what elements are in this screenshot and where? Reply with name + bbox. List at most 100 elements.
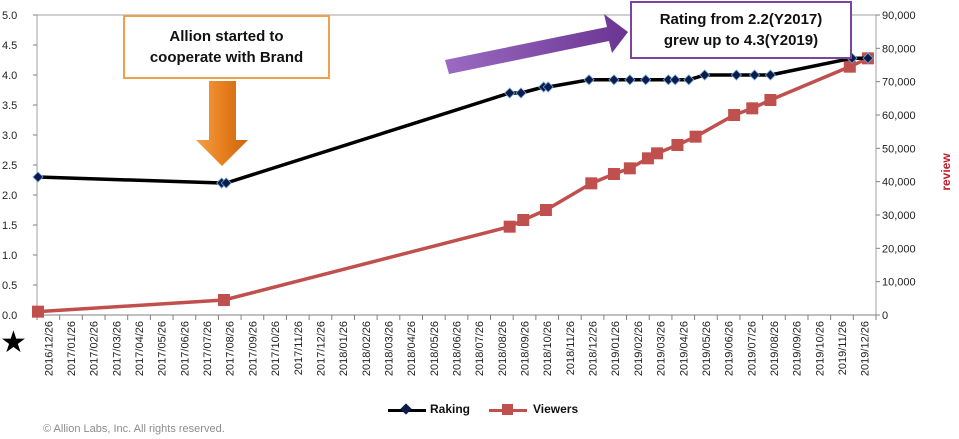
data-point bbox=[669, 74, 681, 86]
data-point bbox=[217, 294, 230, 306]
x-tick-label: 2019/11/26 bbox=[837, 321, 849, 375]
data-point bbox=[862, 52, 874, 64]
data-point bbox=[32, 171, 44, 183]
x-tick-label: 2017/11/26 bbox=[293, 321, 305, 375]
x-tick-label: 2017/07/26 bbox=[202, 321, 214, 376]
data-point bbox=[843, 60, 856, 73]
data-point bbox=[683, 74, 695, 86]
x-tick-label: 2019/10/26 bbox=[814, 321, 826, 376]
left-tick-label: 2.5 bbox=[2, 160, 17, 172]
right-axis-ticks: 0 10,000 20,000 30,000 40,000 50,000 60,000 70,… bbox=[876, 10, 916, 322]
legend-label: Viewers bbox=[533, 402, 579, 416]
left-axis-ticks: 0.0 0.5 1.0 1.5 2.0 2.5 3.0 3.5 4.0 4.5 5.0 bbox=[2, 10, 37, 322]
left-tick-label: 3.5 bbox=[2, 100, 17, 112]
data-point bbox=[220, 177, 232, 189]
data-point bbox=[515, 87, 527, 99]
right-tick-label: 20,000 bbox=[882, 243, 916, 255]
data-point bbox=[728, 109, 741, 121]
series bbox=[32, 52, 874, 318]
x-tick-label: 2018/05/26 bbox=[429, 321, 441, 376]
x-tick-label: 2018/07/26 bbox=[474, 321, 486, 376]
data-point bbox=[651, 147, 664, 160]
x-tick-label: 2017/02/26 bbox=[89, 321, 101, 376]
annotation-text: Rating from 2.2(Y2017) bbox=[659, 11, 823, 28]
data-point bbox=[689, 130, 702, 143]
x-tick-label: 2018/08/26 bbox=[497, 321, 509, 376]
left-tick-label: 1.5 bbox=[2, 220, 17, 232]
x-tick-label: 2019/08/26 bbox=[769, 321, 781, 376]
data-point bbox=[748, 69, 761, 81]
right-tick-label: 30,000 bbox=[882, 210, 916, 222]
x-tick-label: 2018/02/26 bbox=[361, 321, 373, 376]
right-tick-label: 10,000 bbox=[882, 277, 916, 289]
x-tick-label: 2018/11/26 bbox=[565, 321, 577, 375]
right-tick-label: 60,000 bbox=[882, 110, 916, 122]
series-viewers bbox=[32, 52, 874, 318]
x-tick-label: 2019/02/26 bbox=[633, 321, 645, 376]
square-marker-icon bbox=[502, 404, 513, 415]
x-tick-label: 2017/05/26 bbox=[157, 321, 169, 376]
data-point bbox=[32, 305, 44, 318]
right-tick-label: 80,000 bbox=[882, 43, 916, 55]
data-point bbox=[583, 74, 595, 86]
left-tick-label: 1.0 bbox=[2, 250, 17, 262]
x-tick-label: 2019/06/26 bbox=[724, 321, 736, 376]
x-tick-label: 2018/09/26 bbox=[520, 321, 532, 376]
x-tick-label: 2016/12/26 bbox=[43, 321, 55, 376]
x-tick-label: 2019/03/26 bbox=[656, 321, 668, 376]
data-point bbox=[671, 139, 684, 151]
data-point bbox=[640, 74, 652, 86]
series-raking bbox=[32, 52, 874, 189]
x-tick-label: 2018/01/26 bbox=[338, 321, 350, 376]
data-point bbox=[730, 69, 742, 81]
x-tick-label: 2017/09/26 bbox=[247, 321, 259, 376]
x-tick-label: 2019/04/26 bbox=[678, 321, 690, 376]
data-point bbox=[608, 74, 620, 86]
orange-down-arrow bbox=[196, 81, 248, 166]
x-tick-label: 2018/10/26 bbox=[542, 321, 554, 376]
purple-right-arrow bbox=[445, 14, 628, 74]
x-tick-label: 2017/06/26 bbox=[179, 321, 191, 376]
data-point bbox=[764, 94, 777, 106]
data-point bbox=[699, 69, 711, 81]
data-point bbox=[542, 81, 554, 93]
x-axis-ticks: 2016/12/26 2017/01/26 2017/02/26 2017/03/26… bbox=[43, 321, 871, 376]
right-tick-label: 0 bbox=[882, 310, 888, 322]
x-tick-label: 2018/06/26 bbox=[452, 321, 464, 376]
x-tick-label: 2019/12/26 bbox=[860, 321, 872, 376]
data-point bbox=[504, 87, 516, 99]
data-point bbox=[585, 177, 598, 190]
x-tick-label: 2019/07/26 bbox=[746, 321, 758, 376]
annotation-text: Allion started to bbox=[169, 28, 284, 45]
copyright-text: © Allion Labs, Inc. All rights reserved. bbox=[43, 423, 225, 435]
left-tick-label: 5.0 bbox=[2, 10, 17, 22]
left-tick-label: 0.0 bbox=[2, 310, 17, 322]
annotation-cooperation-box: Allion started to cooperate with Brand bbox=[123, 15, 330, 79]
data-point bbox=[539, 204, 552, 216]
right-tick-label: 70,000 bbox=[882, 77, 916, 89]
right-tick-label: 90,000 bbox=[882, 10, 916, 22]
annotation-rating-box: Rating from 2.2(Y2017) grew up to 4.3(Y2… bbox=[630, 1, 852, 59]
x-tick-label: 2017/04/26 bbox=[134, 321, 146, 376]
data-point bbox=[503, 220, 516, 233]
x-tick-label: 2017/08/26 bbox=[225, 321, 237, 376]
left-tick-label: 2.0 bbox=[2, 190, 17, 202]
annotation-text: grew up to 4.3(Y2019) bbox=[663, 32, 819, 49]
data-point bbox=[641, 152, 654, 165]
x-tick-label: 2018/04/26 bbox=[406, 321, 418, 376]
data-point bbox=[764, 69, 776, 81]
left-tick-label: 0.5 bbox=[2, 280, 17, 292]
legend-label: Raking bbox=[430, 402, 471, 416]
left-tick-label: 4.5 bbox=[2, 40, 17, 52]
series-line bbox=[37, 56, 869, 314]
x-tick-label: 2018/12/26 bbox=[588, 321, 600, 376]
x-tick-label: 2019/09/26 bbox=[792, 321, 804, 376]
x-tick-label: 2019/01/26 bbox=[610, 321, 622, 376]
x-tick-label: 2017/01/26 bbox=[66, 321, 78, 376]
data-point bbox=[607, 168, 620, 180]
right-tick-label: 50,000 bbox=[882, 143, 916, 155]
right-tick-label: 40,000 bbox=[882, 177, 916, 189]
left-tick-label: 3.0 bbox=[2, 130, 17, 142]
x-tick-label: 2017/03/26 bbox=[111, 321, 123, 376]
